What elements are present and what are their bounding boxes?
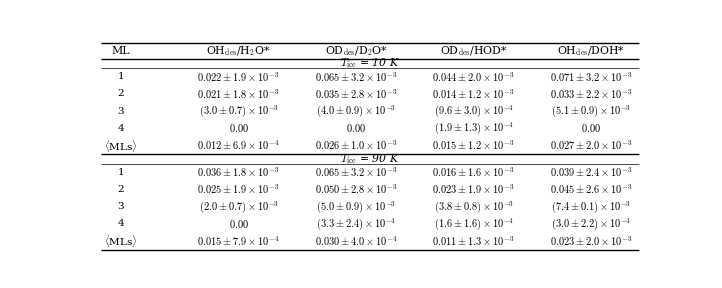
Text: $0.00$: $0.00$ — [228, 218, 248, 230]
Text: $0.00$: $0.00$ — [581, 122, 601, 134]
Text: $(3.0 \pm 0.7) \times 10^{-3}$: $(3.0 \pm 0.7) \times 10^{-3}$ — [199, 103, 279, 119]
Text: $(5.0 \pm 0.9) \times 10^{-3}$: $(5.0 \pm 0.9) \times 10^{-3}$ — [316, 199, 396, 215]
Text: $0.014 \pm 1.2 \times 10^{-3}$: $0.014 \pm 1.2 \times 10^{-3}$ — [432, 87, 515, 101]
Text: $0.065 \pm 3.2 \times 10^{-3}$: $0.065 \pm 3.2 \times 10^{-3}$ — [315, 165, 397, 179]
Text: $0.021 \pm 1.8 \times 10^{-3}$: $0.021 \pm 1.8 \times 10^{-3}$ — [197, 87, 279, 101]
Text: OH$_\mathrm{des}$/DOH*: OH$_\mathrm{des}$/DOH* — [557, 44, 625, 58]
Text: $0.023 \pm 1.9 \times 10^{-3}$: $0.023 \pm 1.9 \times 10^{-3}$ — [432, 183, 515, 196]
Text: $(3.8 \pm 0.8) \times 10^{-3}$: $(3.8 \pm 0.8) \times 10^{-3}$ — [433, 199, 513, 215]
Text: 1: 1 — [118, 168, 124, 177]
Text: $0.050 \pm 2.8 \times 10^{-3}$: $0.050 \pm 2.8 \times 10^{-3}$ — [315, 183, 397, 196]
Text: $T_\mathrm{ice}$ = 90 K: $T_\mathrm{ice}$ = 90 K — [340, 152, 400, 166]
Text: $0.00$: $0.00$ — [346, 122, 366, 134]
Text: $0.012 \pm 6.9 \times 10^{-4}$: $0.012 \pm 6.9 \times 10^{-4}$ — [197, 139, 279, 152]
Text: $0.030 \pm 4.0 \times 10^{-4}$: $0.030 \pm 4.0 \times 10^{-4}$ — [315, 234, 397, 248]
Text: $(7.4 \pm 0.1) \times 10^{-3}$: $(7.4 \pm 0.1) \times 10^{-3}$ — [551, 199, 631, 215]
Text: $\langle$MLs$\rangle$: $\langle$MLs$\rangle$ — [104, 138, 138, 154]
Text: $0.044 \pm 2.0 \times 10^{-3}$: $0.044 \pm 2.0 \times 10^{-3}$ — [432, 70, 515, 84]
Text: $0.023 \pm 2.0 \times 10^{-3}$: $0.023 \pm 2.0 \times 10^{-3}$ — [550, 234, 632, 248]
Text: OD$_\mathrm{des}$/HOD*: OD$_\mathrm{des}$/HOD* — [440, 44, 508, 58]
Text: $0.015 \pm 1.2 \times 10^{-3}$: $0.015 \pm 1.2 \times 10^{-3}$ — [432, 139, 515, 152]
Text: $(1.9 \pm 1.3) \times 10^{-4}$: $(1.9 \pm 1.3) \times 10^{-4}$ — [433, 120, 513, 136]
Text: OD$_\mathrm{des}$/D$_2$O*: OD$_\mathrm{des}$/D$_2$O* — [325, 44, 388, 58]
Text: $0.036 \pm 1.8 \times 10^{-3}$: $0.036 \pm 1.8 \times 10^{-3}$ — [197, 165, 279, 179]
Text: $0.027 \pm 2.0 \times 10^{-3}$: $0.027 \pm 2.0 \times 10^{-3}$ — [550, 139, 632, 152]
Text: 3: 3 — [118, 202, 124, 211]
Text: $(5.1 \pm 0.9) \times 10^{-3}$: $(5.1 \pm 0.9) \times 10^{-3}$ — [551, 103, 631, 119]
Text: 4: 4 — [118, 124, 124, 133]
Text: $(3.0 \pm 2.2) \times 10^{-4}$: $(3.0 \pm 2.2) \times 10^{-4}$ — [551, 216, 631, 232]
Text: ML: ML — [112, 46, 130, 56]
Text: $0.039 \pm 2.4 \times 10^{-3}$: $0.039 \pm 2.4 \times 10^{-3}$ — [550, 165, 632, 179]
Text: $0.00$: $0.00$ — [228, 122, 248, 134]
Text: 1: 1 — [118, 72, 124, 81]
Text: 3: 3 — [118, 107, 124, 116]
Text: $0.015 \pm 7.9 \times 10^{-4}$: $0.015 \pm 7.9 \times 10^{-4}$ — [197, 234, 279, 248]
Text: $(9.6 \pm 3.0) \times 10^{-4}$: $(9.6 \pm 3.0) \times 10^{-4}$ — [433, 103, 513, 119]
Text: $(1.6 \pm 1.6) \times 10^{-4}$: $(1.6 \pm 1.6) \times 10^{-4}$ — [433, 216, 513, 232]
Text: $0.045 \pm 2.6 \times 10^{-3}$: $0.045 \pm 2.6 \times 10^{-3}$ — [550, 183, 632, 196]
Text: 2: 2 — [118, 89, 124, 98]
Text: $0.035 \pm 2.8 \times 10^{-3}$: $0.035 \pm 2.8 \times 10^{-3}$ — [315, 87, 397, 101]
Text: $\langle$MLs$\rangle$: $\langle$MLs$\rangle$ — [104, 233, 138, 249]
Text: 2: 2 — [118, 185, 124, 194]
Text: $0.022 \pm 1.9 \times 10^{-3}$: $0.022 \pm 1.9 \times 10^{-3}$ — [197, 70, 279, 84]
Text: $0.071 \pm 3.2 \times 10^{-3}$: $0.071 \pm 3.2 \times 10^{-3}$ — [550, 70, 632, 84]
Text: $0.033 \pm 2.2 \times 10^{-3}$: $0.033 \pm 2.2 \times 10^{-3}$ — [550, 87, 632, 101]
Text: $(2.0 \pm 0.7) \times 10^{-3}$: $(2.0 \pm 0.7) \times 10^{-3}$ — [199, 199, 279, 215]
Text: $(4.0 \pm 0.9) \times 10^{-3}$: $(4.0 \pm 0.9) \times 10^{-3}$ — [316, 103, 396, 119]
Text: OH$_\mathrm{des}$/H$_2$O*: OH$_\mathrm{des}$/H$_2$O* — [206, 44, 271, 58]
Text: $T_\mathrm{ice}$ = 10 K: $T_\mathrm{ice}$ = 10 K — [340, 56, 400, 70]
Text: $0.011 \pm 1.3 \times 10^{-3}$: $0.011 \pm 1.3 \times 10^{-3}$ — [432, 234, 515, 248]
Text: $0.026 \pm 1.0 \times 10^{-3}$: $0.026 \pm 1.0 \times 10^{-3}$ — [315, 139, 397, 152]
Text: $(3.3 \pm 2.4) \times 10^{-4}$: $(3.3 \pm 2.4) \times 10^{-4}$ — [316, 216, 396, 232]
Text: $0.025 \pm 1.9 \times 10^{-3}$: $0.025 \pm 1.9 \times 10^{-3}$ — [197, 183, 279, 196]
Text: 4: 4 — [118, 219, 124, 228]
Text: $0.016 \pm 1.6 \times 10^{-3}$: $0.016 \pm 1.6 \times 10^{-3}$ — [432, 165, 515, 179]
Text: $0.065 \pm 3.2 \times 10^{-3}$: $0.065 \pm 3.2 \times 10^{-3}$ — [315, 70, 397, 84]
